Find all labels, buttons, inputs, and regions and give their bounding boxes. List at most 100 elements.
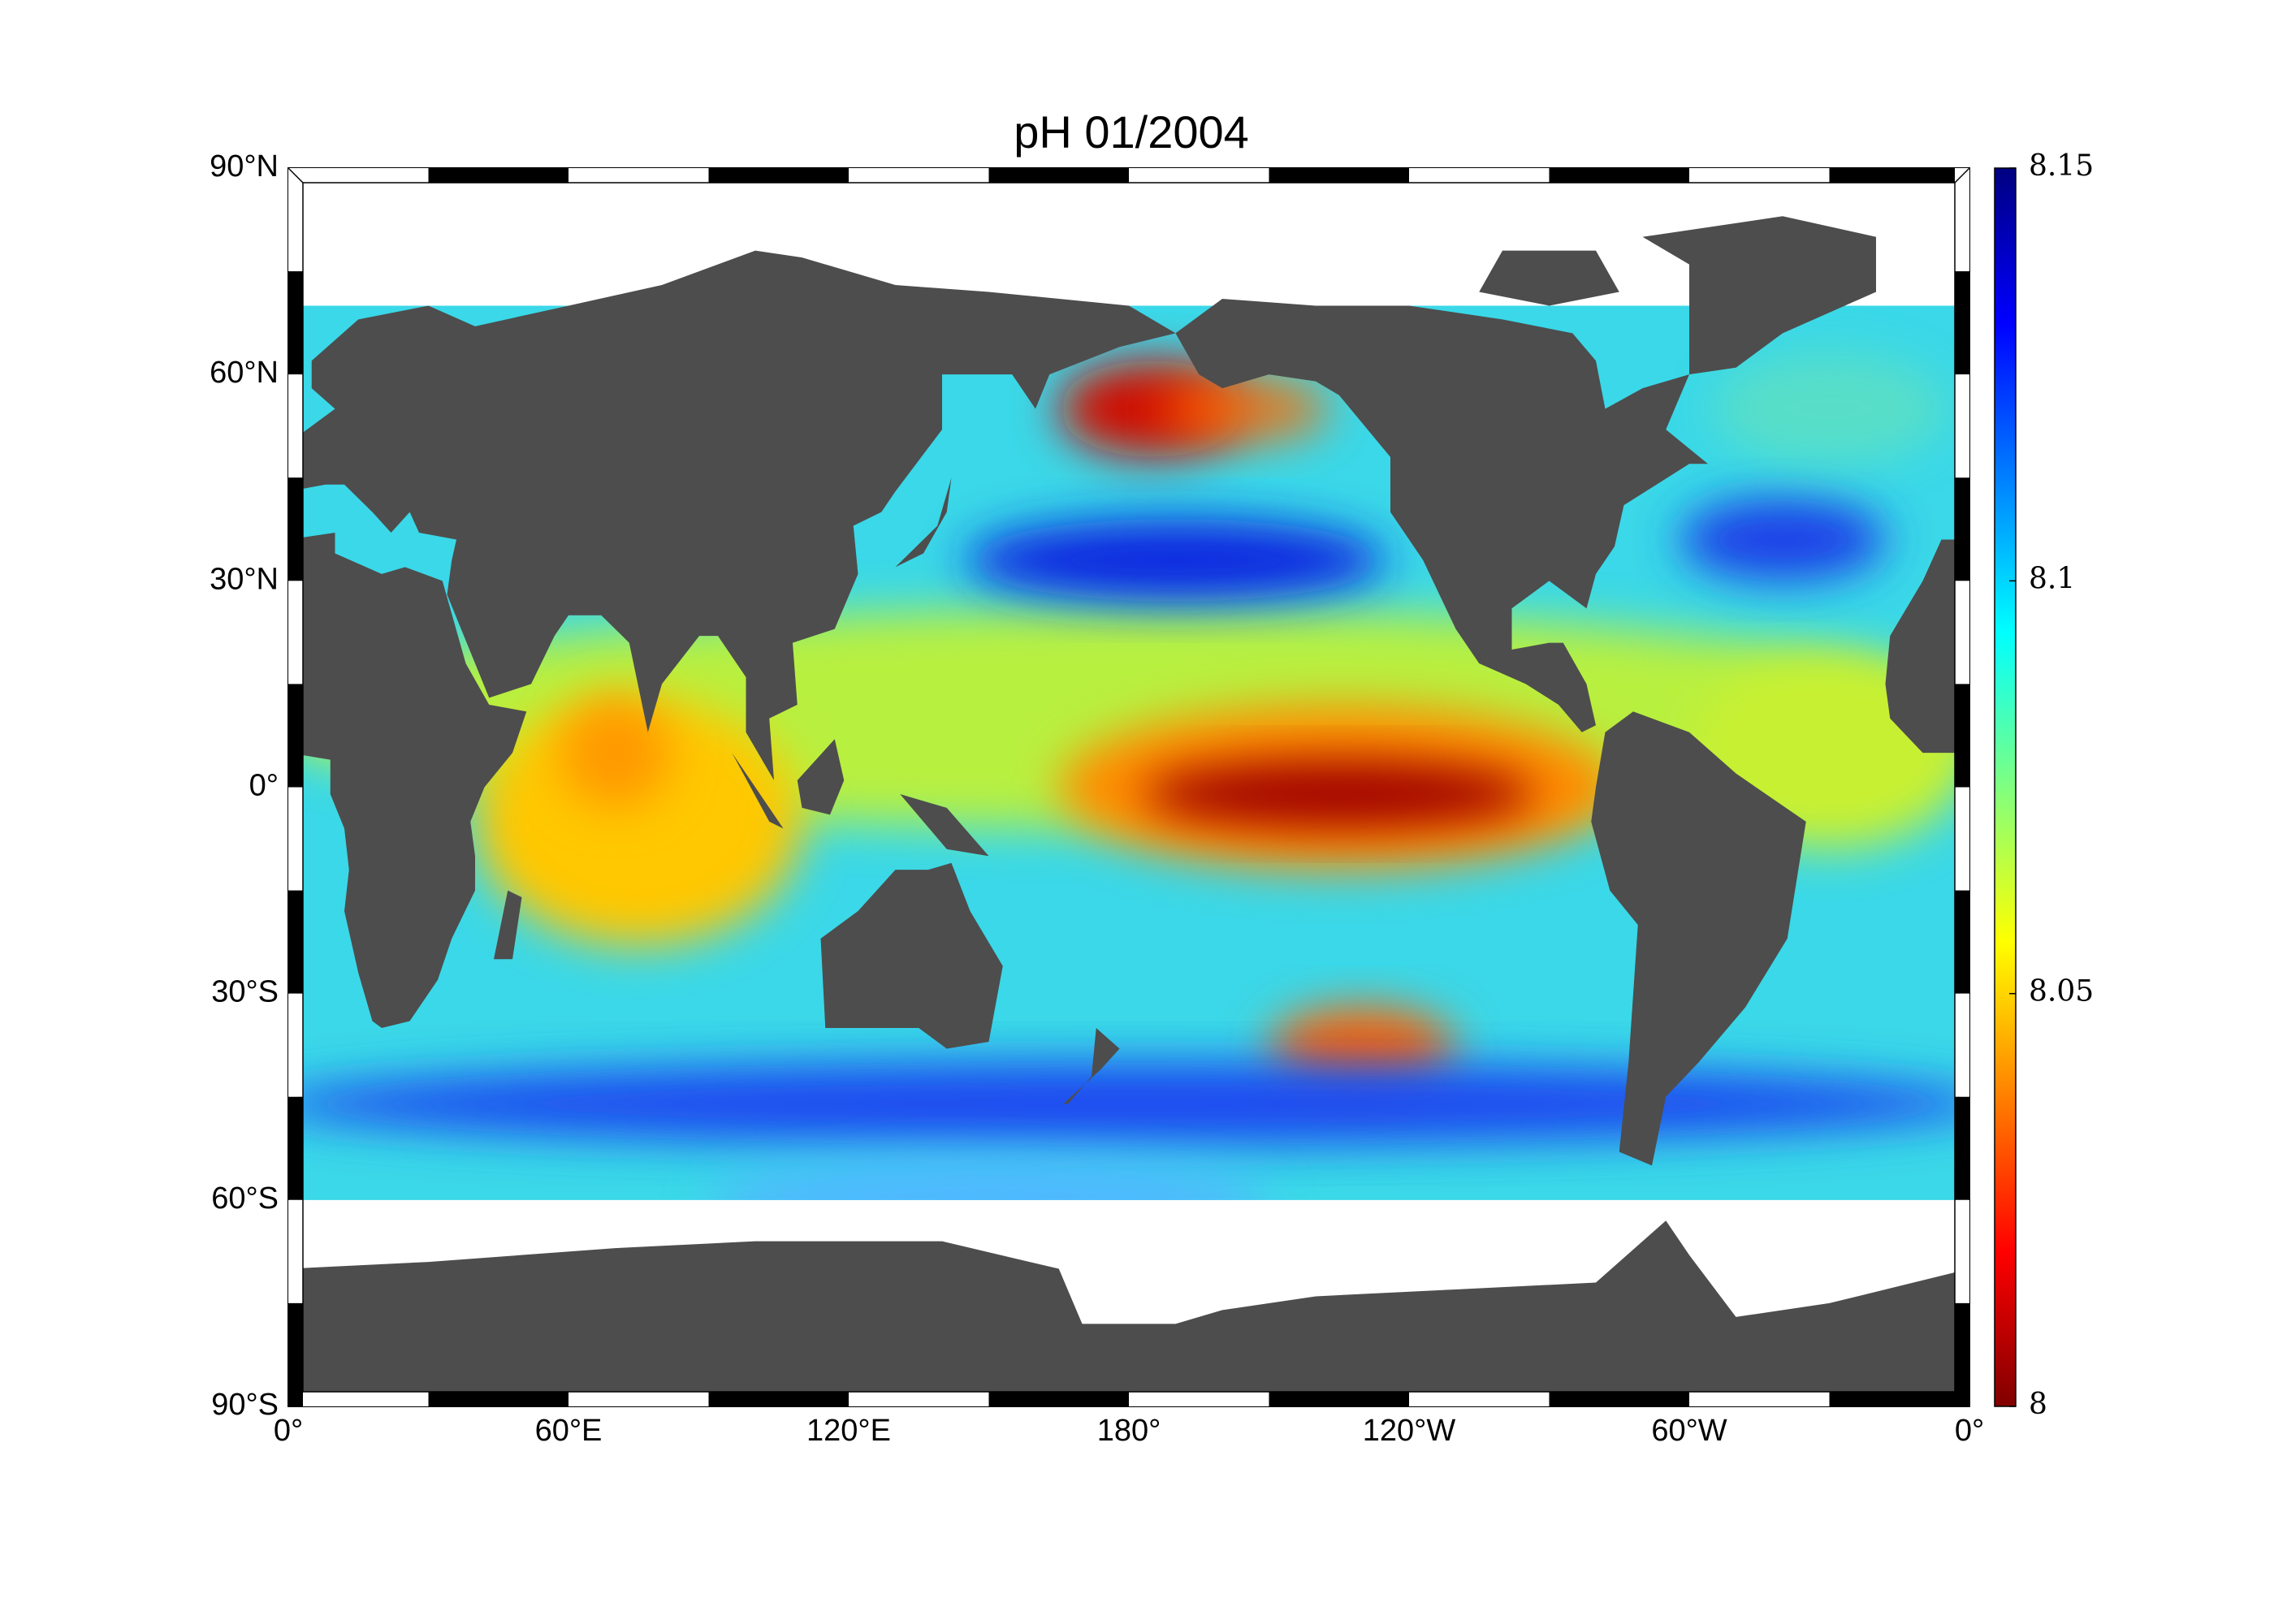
frame-stripe [708, 1392, 849, 1406]
landmass [1063, 1028, 1120, 1104]
x-tick-label: 0° [1955, 1414, 1984, 1448]
field-feature [965, 519, 1386, 602]
landmass [494, 890, 522, 960]
y-tick-label: 30°S [211, 975, 279, 1009]
frame-stripe [568, 168, 709, 183]
y-tick-label: 0° [249, 769, 279, 803]
x-tick-label: 180° [1097, 1414, 1161, 1448]
x-tick-label: 120°E [806, 1414, 891, 1448]
colorbar [1994, 167, 2017, 1407]
frame-stripe [1955, 1302, 1969, 1406]
frame-stripe [1955, 993, 1969, 1097]
y-tick-label: 60°S [211, 1181, 279, 1216]
field-feature [1680, 498, 1886, 581]
frame-stripe [849, 1392, 989, 1406]
frame-stripe [1269, 168, 1409, 183]
frame-stripe [849, 168, 989, 183]
frame-corner [1954, 167, 1970, 184]
frame-stripe [1549, 1392, 1689, 1406]
frame-stripe [288, 1096, 303, 1200]
frame-stripe [288, 581, 303, 685]
frame-stripe [288, 1199, 303, 1303]
frame-stripe [288, 271, 303, 375]
frame-stripe [1829, 168, 1969, 183]
frame-inner [302, 182, 1956, 1393]
frame-stripe [288, 684, 303, 788]
colorbar-tick-label: 8.05 [2029, 975, 2094, 1009]
frame-stripe [288, 890, 303, 994]
frame-stripe [1409, 1392, 1550, 1406]
colorbar-tick-label: 8.1 [2029, 562, 2075, 595]
frame-stripe [1955, 581, 1969, 685]
landmass [1479, 250, 1619, 306]
x-tick-label: 60°W [1651, 1414, 1727, 1448]
frame-corner [1954, 1391, 1970, 1407]
frame-stripe [288, 168, 303, 272]
frame-stripe [1955, 787, 1969, 891]
frame-stripe [708, 168, 849, 183]
frame-stripe [1689, 1392, 1830, 1406]
frame-stripe [288, 993, 303, 1097]
colorbar-tick-label: 8.15 [2029, 149, 2094, 183]
landmass [1642, 216, 1876, 375]
x-tick-label: 120°W [1363, 1414, 1456, 1448]
frame-stripe [988, 168, 1129, 183]
landmass [797, 739, 845, 815]
frame-corner [287, 1391, 304, 1407]
landmass [288, 1220, 1969, 1406]
colorbar-tick-label: 8 [2029, 1388, 2047, 1421]
frame-stripe [1129, 168, 1269, 183]
frame-stripe [1955, 168, 1969, 272]
land [288, 216, 1969, 1406]
landmass [288, 250, 1176, 781]
landmass [288, 533, 527, 1029]
map-frame [287, 167, 1970, 1407]
frame-stripe [1955, 684, 1969, 788]
frame-stripe [1955, 890, 1969, 994]
frame-stripe [1409, 168, 1550, 183]
frame-stripe [428, 168, 568, 183]
field-feature [475, 698, 802, 946]
field-feature [1161, 374, 1330, 443]
frame-stripe [288, 477, 303, 581]
frame-stripe [288, 787, 303, 891]
frame-stripe [288, 1392, 429, 1406]
frame-stripe [1829, 1392, 1969, 1406]
map-title: pH 01/2004 [1014, 106, 1249, 158]
landmass [820, 862, 1003, 1049]
landmass [900, 793, 989, 857]
frame-stripe [428, 1392, 568, 1406]
frame-stripe [1549, 168, 1689, 183]
frame-stripe [988, 1392, 1129, 1406]
y-tick-label: 60°N [210, 356, 279, 390]
landmass [1175, 298, 1708, 732]
frame-stripe [288, 374, 303, 478]
y-tick-label: 30°N [210, 562, 279, 596]
landmass [1885, 539, 1969, 754]
field-feature [1712, 353, 1947, 464]
y-tick-label: 90°S [211, 1388, 279, 1422]
landmass [895, 477, 952, 568]
x-tick-label: 0° [274, 1414, 303, 1448]
frame-corner [287, 167, 304, 184]
frame-stripe [1955, 1199, 1969, 1303]
field-feature [708, 1159, 1269, 1200]
frame-stripe [1955, 477, 1969, 581]
frame-stripe [1129, 1392, 1269, 1406]
landmass [1591, 711, 1806, 1166]
frame-stripe [1955, 374, 1969, 478]
field-feature [297, 1062, 1961, 1146]
field-feature [1143, 759, 1536, 829]
frame-stripe [288, 1302, 303, 1406]
frame-stripe [1955, 1096, 1969, 1200]
frame-stripe [568, 1392, 709, 1406]
frame-stripe [288, 168, 429, 183]
axis-labels: 0° 60°E 120°E 180° 120°W 60°W 0° 90°N 60°N 30°N 0°… [210, 149, 2094, 1448]
x-tick-label: 60°E [535, 1414, 603, 1448]
frame-stripe [1689, 168, 1830, 183]
field-feature [559, 698, 672, 808]
frame-stripe [1955, 271, 1969, 375]
landmass [732, 753, 784, 829]
y-tick-label: 90°N [210, 149, 279, 184]
